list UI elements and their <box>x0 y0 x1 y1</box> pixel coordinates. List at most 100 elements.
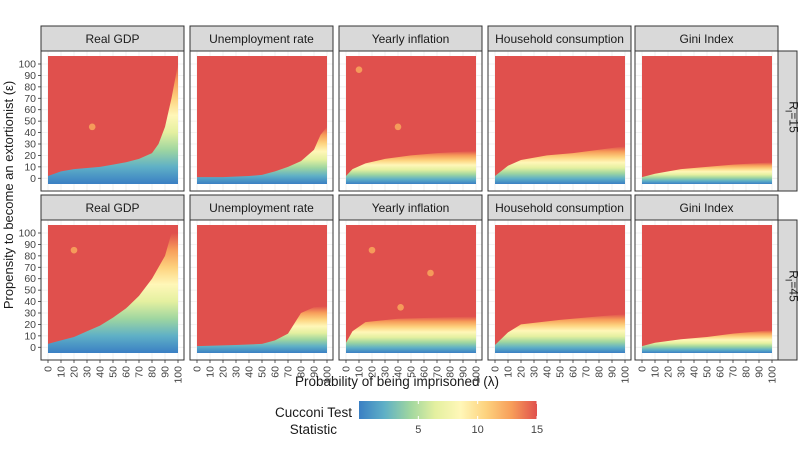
y-tick-label: 90 <box>24 239 36 251</box>
y-tick-label: 20 <box>24 150 36 162</box>
x-tick-label: 60 <box>270 366 282 378</box>
x-tick-label: 60 <box>419 366 431 378</box>
legend-colorbar <box>359 401 537 419</box>
facet-label-column: Yearly inflation <box>372 32 450 46</box>
x-tick-label: 80 <box>147 366 159 378</box>
x-tick-label: 70 <box>581 366 593 378</box>
x-tick-label: 30 <box>231 366 243 378</box>
y-tick-label: 0 <box>30 173 36 185</box>
x-tick-label: 0 <box>341 366 353 372</box>
x-tick-label: 40 <box>689 366 701 378</box>
panel-r0-c3: Household consumption <box>488 26 631 191</box>
x-tick-label: 50 <box>555 366 567 378</box>
y-tick-label: 40 <box>24 296 36 308</box>
x-tick-label: 40 <box>542 366 554 378</box>
facet-label-column: Household consumption <box>495 32 624 46</box>
y-tick-label: 100 <box>18 228 36 240</box>
y-tick-label: 30 <box>24 308 36 320</box>
x-tick-label: 90 <box>754 366 766 378</box>
x-tick-label: 90 <box>160 366 172 378</box>
x-tick-label: 10 <box>56 366 68 378</box>
x-tick-label: 20 <box>69 366 81 378</box>
local-contour-point <box>427 270 434 277</box>
legend-tick-label: 15 <box>531 424 543 436</box>
x-tick-label: 100 <box>173 366 185 384</box>
x-tick-label: 60 <box>121 366 133 378</box>
local-contour-point <box>369 247 376 254</box>
x-tick-label: 20 <box>663 366 675 378</box>
y-tick-label: 10 <box>24 161 36 173</box>
y-tick-label: 50 <box>24 116 36 128</box>
heat-field <box>642 56 772 184</box>
y-tick-label: 70 <box>24 93 36 105</box>
facet-label-column: Real GDP <box>85 201 139 215</box>
x-tick-label: 90 <box>309 366 321 378</box>
x-tick-label: 50 <box>108 366 120 378</box>
facet-label-column: Yearly inflation <box>372 201 450 215</box>
facet-strip-row-1: RI=45 <box>778 220 800 360</box>
y-tick-label: 20 <box>24 319 36 331</box>
heat-field <box>495 56 625 184</box>
local-contour-point <box>397 304 404 311</box>
x-tick-label: 10 <box>354 366 366 378</box>
x-tick-label: 100 <box>322 366 334 384</box>
x-tick-label: 40 <box>244 366 256 378</box>
x-tick-label: 80 <box>594 366 606 378</box>
row-label-suffix: =45 <box>787 281 800 302</box>
legend-tick-label: 5 <box>415 424 421 436</box>
panel-r0-c4: Gini Index <box>635 26 778 191</box>
x-tick-label: 80 <box>296 366 308 378</box>
y-tick-label: 60 <box>24 273 36 285</box>
x-tick-label: 60 <box>568 366 580 378</box>
x-tick-label: 50 <box>702 366 714 378</box>
x-tick-label: 70 <box>134 366 146 378</box>
row-label-suffix: =15 <box>787 112 800 133</box>
y-tick-label: 40 <box>24 127 36 139</box>
y-tick-label: 80 <box>24 81 36 93</box>
panel-r0-c1: Unemployment rate <box>190 26 333 191</box>
y-tick-label: 50 <box>24 285 36 297</box>
heat-field <box>642 225 772 353</box>
heat-field <box>346 56 476 184</box>
facet-label-column: Gini Index <box>679 201 733 215</box>
heat-field <box>48 56 178 184</box>
y-tick-label: 90 <box>24 70 36 82</box>
row-label-main: R <box>787 101 800 110</box>
heat-field <box>48 225 178 353</box>
x-tick-label: 50 <box>257 366 269 378</box>
x-tick-label: 10 <box>205 366 217 378</box>
facet-label-column: Household consumption <box>495 201 624 215</box>
x-tick-label: 30 <box>529 366 541 378</box>
y-tick-label: 70 <box>24 262 36 274</box>
facet-label-column: Real GDP <box>85 32 139 46</box>
x-tick-label: 100 <box>620 366 632 384</box>
x-tick-label: 0 <box>490 366 502 372</box>
x-tick-label: 10 <box>503 366 515 378</box>
legend-title-line2: Statistic <box>290 422 338 437</box>
heat-field <box>197 225 327 353</box>
legend-title-line1: Cucconi Test <box>275 405 352 420</box>
x-tick-label: 100 <box>471 366 483 384</box>
facet-label-column: Gini Index <box>679 32 733 46</box>
local-contour-point <box>71 247 78 254</box>
x-tick-label: 30 <box>676 366 688 378</box>
facet-strip-row-0: RI=15 <box>778 51 800 191</box>
y-tick-label: 30 <box>24 139 36 151</box>
x-tick-label: 70 <box>728 366 740 378</box>
panels-layer: Real GDP0102030405060708090100Unemployme… <box>18 26 800 384</box>
x-tick-label: 50 <box>406 366 418 378</box>
x-tick-label: 90 <box>458 366 470 378</box>
x-tick-label: 30 <box>82 366 94 378</box>
x-tick-label: 10 <box>650 366 662 378</box>
local-contour-point <box>395 124 402 131</box>
x-tick-label: 20 <box>218 366 230 378</box>
x-tick-label: 70 <box>283 366 295 378</box>
x-tick-label: 20 <box>516 366 528 378</box>
x-tick-label: 40 <box>95 366 107 378</box>
